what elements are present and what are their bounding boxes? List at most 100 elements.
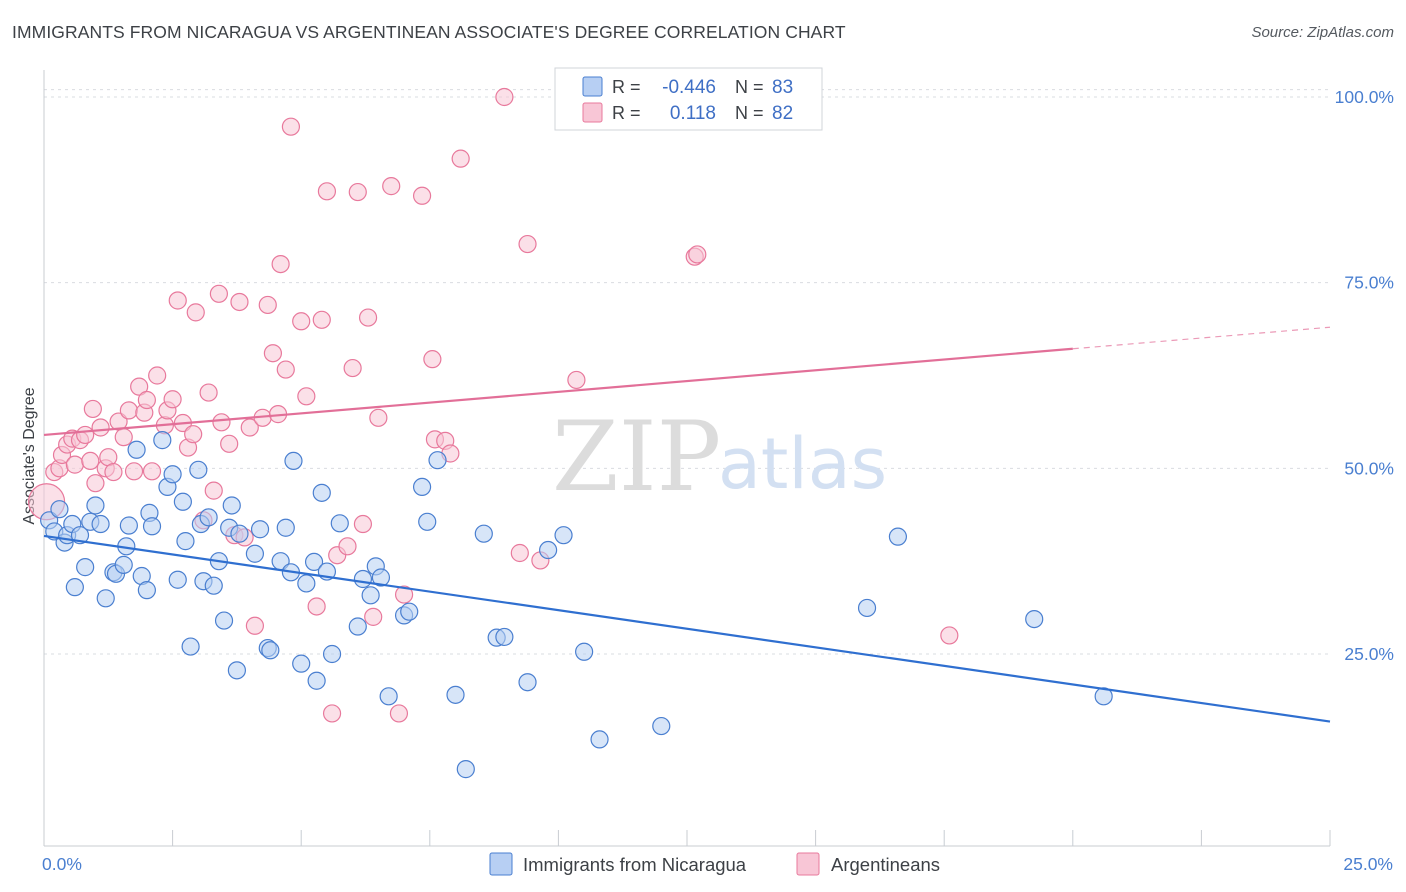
argentineans-point-10 [86,474,105,493]
nicaragua-point-17 [119,516,138,535]
argentineans-point-57 [338,537,357,556]
legend-n-label-argentineans: N = [735,103,764,123]
trendline-argentineans [43,347,1073,437]
argentineans-point-22 [142,462,162,481]
nicaragua-point-6 [65,578,84,597]
watermark-zip: ZIP [552,401,721,513]
nicaragua-point-2 [50,500,69,519]
argentineans-point-75 [518,234,537,254]
nicaragua-point-12 [96,589,115,608]
nicaragua-point-41 [245,544,265,563]
argentineans-point-63 [369,408,388,427]
argentineans-point-36 [212,413,231,432]
argentineans-point-33 [199,383,218,402]
argentineans-point-50 [292,312,311,331]
nicaragua-point-77 [590,730,609,749]
y-tick-labels: 25.0% 50.0% 75.0% 100.0% [1335,87,1394,664]
nicaragua-point-28 [176,532,195,551]
argentineans-point-37 [220,434,239,453]
nicaragua-point-23 [153,431,172,450]
nicaragua-point-27 [173,492,192,511]
stats-legend: R = -0.446 N = 83 R = 0.118 N = 82 [554,67,823,131]
nicaragua-point-40 [230,524,249,543]
argentineans-point-80 [940,626,959,645]
nicaragua-point-49 [292,654,311,673]
nicaragua-point-46 [276,518,295,537]
argentineans-point-54 [317,182,337,201]
legend-r-label-argentineans: R = [612,103,641,123]
argentineans-point-61 [358,308,378,327]
nicaragua-point-70 [474,524,493,543]
argentineans-point-18 [124,462,144,481]
trendline-argentineans-extension [1072,326,1331,350]
nicaragua-point-62 [379,687,398,706]
y-tick-label-1: 50.0% [1344,458,1394,478]
legend-swatch-argentineans-bottom [796,852,820,876]
argentineans-point-59 [348,182,367,202]
nicaragua-point-76 [575,642,594,661]
legend-swatch-argentineans [582,102,603,123]
x-tick-labels: 0.0% 25.0% [42,854,1393,874]
argentineans-point-5 [65,455,84,474]
argentineans-point-44 [258,295,277,315]
nicaragua-point-80 [888,527,908,546]
legend-label-argentineans: Argentineans [831,854,940,875]
argentineans-point-42 [245,616,265,635]
argentineans-point-7 [76,425,95,445]
nicaragua-point-8 [76,558,95,577]
nicaragua-point-15 [114,555,133,574]
argentineans-point-49 [281,117,301,136]
trendlines [43,326,1331,723]
nicaragua-point-81 [1025,609,1044,629]
legend-r-label-nicaragua: R = [612,77,641,97]
chart-title: IMMIGRANTS FROM NICARAGUA VS ARGENTINEAN… [12,22,846,42]
nicaragua-point-42 [250,520,270,539]
argentineans-point-58 [343,358,362,378]
nicaragua-point-56 [330,514,349,533]
argentineans-point-27 [168,291,187,310]
nicaragua-point-48 [284,451,303,471]
argentineans-point-53 [312,310,331,329]
legend-label-nicaragua: Immigrants from Nicaragua [523,854,747,875]
argentineans-point-17 [119,401,138,420]
nicaragua-point-22 [142,517,162,536]
nicaragua-point-75 [554,526,573,545]
nicaragua-point-79 [857,598,877,618]
nicaragua-point-57 [348,617,367,636]
legend-r-value-nicaragua: -0.446 [662,77,716,98]
nicaragua-point-61 [371,568,391,587]
argentineans-point-73 [495,87,514,107]
argentineans-point-74 [510,543,529,563]
nicaragua-point-33 [199,508,218,527]
argentineans-point-19 [130,377,149,396]
legend-swatch-nicaragua [582,76,603,97]
argentineans-point-65 [389,704,409,723]
nicaragua-point-36 [214,611,234,630]
nicaragua-point-44 [261,641,280,660]
y-tick-label-0: 25.0% [1344,644,1394,664]
x-tick-marks [43,830,1331,846]
nicaragua-point-30 [189,460,208,479]
nicaragua-point-69 [456,760,475,779]
nicaragua-point-25 [163,465,182,484]
argentineans-point-55 [322,704,342,723]
argentineans-point-16 [114,428,133,447]
argentineans-point-14 [104,462,123,482]
argentineans-point-48 [276,360,295,379]
nicaragua-point-68 [446,685,465,704]
argentineans-point-8 [81,451,100,471]
nicaragua-point-53 [312,483,331,502]
nicaragua-point-34 [204,576,223,595]
series-argentineans-points [27,87,959,723]
nicaragua-point-78 [652,716,671,736]
x-tick-label-1: 25.0% [1343,854,1393,874]
nicaragua-point-52 [307,671,326,690]
nicaragua-point-29 [181,637,200,656]
nicaragua-point-26 [168,570,187,589]
legend-n-label-nicaragua: N = [735,77,764,97]
argentineans-point-62 [364,607,383,626]
nicaragua-point-58 [353,569,373,589]
argentineans-point-41 [240,418,259,437]
trendline-nicaragua [43,534,1331,723]
argentineans-point-23 [148,366,167,385]
